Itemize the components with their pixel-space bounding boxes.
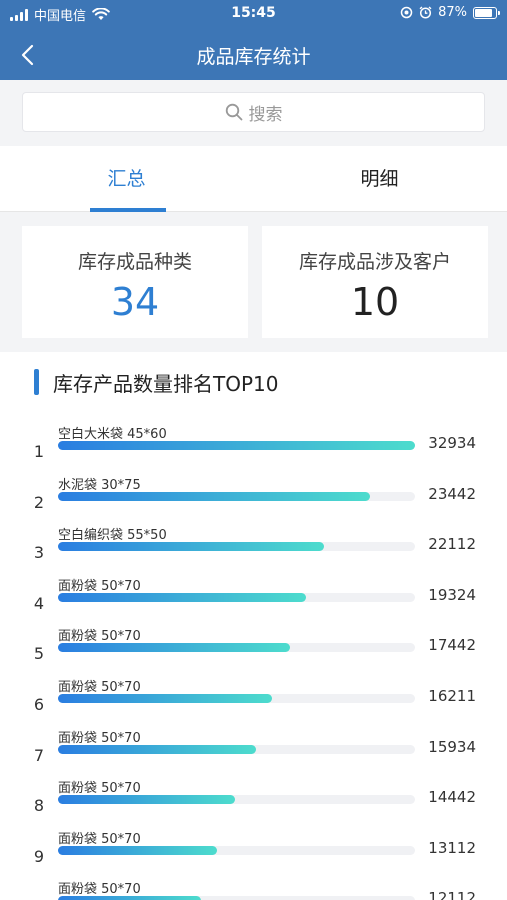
ranking-section: 库存产品数量排名TOP10 1 空白大米袋 45*60 32934 2 水泥袋 30*7… xyxy=(0,352,507,900)
ranking-row[interactable]: 3 空白编织袋 55*50 22112 xyxy=(0,524,507,574)
quantity-value: 17442 xyxy=(428,636,476,655)
product-name: 水泥袋 30*75 xyxy=(58,477,141,493)
chevron-left-icon[interactable] xyxy=(14,40,44,70)
product-name: 空白大米袋 45*60 xyxy=(58,427,167,442)
product-name: 空白编织袋 55*50 xyxy=(58,528,167,544)
orientation-lock-icon xyxy=(400,6,413,19)
tab-detail[interactable]: 明细 xyxy=(360,168,399,190)
quantity-bar-track xyxy=(58,845,415,855)
ranking-row[interactable]: 6 面粉袋 50*70 16211 xyxy=(0,676,507,726)
ranking-row[interactable]: 7 面粉袋 50*70 15934 xyxy=(0,727,507,777)
quantity-bar xyxy=(58,795,235,805)
rank-number: 7 xyxy=(33,745,44,765)
quantity-bar xyxy=(58,592,307,602)
section-marker xyxy=(34,369,39,395)
ranking-row[interactable]: 4 面粉袋 50*70 19324 xyxy=(0,575,507,625)
rank-number: 5 xyxy=(33,644,44,664)
battery-icon xyxy=(473,6,500,19)
rank-number: 4 xyxy=(33,593,44,613)
ranking-row[interactable]: 10 面粉袋 50*70 12112 xyxy=(0,878,507,900)
tab-summary[interactable]: 汇总 xyxy=(107,168,146,190)
quantity-bar-track xyxy=(58,441,415,450)
quantity-bar-track xyxy=(58,592,415,602)
battery-percent: 87% xyxy=(438,5,467,20)
ranking-title: 库存产品数量排名TOP10 xyxy=(53,371,279,396)
quantity-value: 14442 xyxy=(428,788,476,807)
rank-number: 9 xyxy=(33,846,44,866)
quantity-bar-track xyxy=(58,896,415,900)
tab-bar: 汇总 明细 xyxy=(0,146,507,212)
quantity-bar xyxy=(58,694,273,703)
ranking-row[interactable]: 8 面粉袋 50*70 14442 xyxy=(0,777,507,827)
status-bar: 中国电信 15:45 87% xyxy=(0,0,507,30)
product-name: 面粉袋 50*70 xyxy=(58,680,141,695)
product-name: 面粉袋 50*70 xyxy=(58,882,141,898)
ranking-row[interactable]: 2 水泥袋 30*75 23442 xyxy=(0,474,507,524)
quantity-value: 12112 xyxy=(428,889,476,900)
ranking-row[interactable]: 1 空白大米袋 45*60 32934 xyxy=(0,423,507,473)
product-name: 面粉袋 50*70 xyxy=(58,629,141,645)
quantity-value: 16211 xyxy=(428,687,476,705)
stat-label: 库存成品种类 xyxy=(77,251,192,273)
quantity-bar-track xyxy=(58,542,415,552)
quantity-bar-track xyxy=(58,744,415,754)
quantity-bar xyxy=(58,491,371,501)
page-title: 成品库存统计 xyxy=(196,46,311,68)
product-name: 面粉袋 50*70 xyxy=(58,781,141,797)
search-input[interactable]: 搜索 xyxy=(22,92,485,132)
rank-number: 8 xyxy=(33,796,44,816)
stat-value: 34 xyxy=(110,280,160,324)
quantity-value: 23442 xyxy=(428,484,476,503)
signal-icon xyxy=(10,8,28,21)
product-name: 面粉袋 50*70 xyxy=(58,831,141,847)
search-section: 搜索 xyxy=(0,80,507,146)
carrier-label: 中国电信 xyxy=(34,9,87,24)
stat-label: 库存成品涉及客户 xyxy=(298,251,451,273)
stat-value: 10 xyxy=(350,280,400,324)
search-placeholder: 搜索 xyxy=(248,104,283,125)
quantity-value: 22112 xyxy=(428,535,476,554)
rank-number: 6 xyxy=(33,695,44,714)
quantity-bar xyxy=(58,441,415,450)
quantity-bar xyxy=(58,744,257,754)
alarm-clock-icon xyxy=(419,6,432,19)
quantity-bar xyxy=(58,643,291,653)
rank-number: 10 xyxy=(20,897,44,900)
quantity-bar xyxy=(58,542,324,552)
ranking-header: 库存产品数量排名TOP10 xyxy=(34,368,278,396)
rank-number: 1 xyxy=(33,442,44,461)
rank-number: 2 xyxy=(33,492,44,512)
search-icon xyxy=(225,103,242,121)
quantity-bar-track xyxy=(58,795,415,805)
quantity-bar-track xyxy=(58,694,415,703)
quantity-value: 15934 xyxy=(428,737,476,756)
status-right: 87% xyxy=(400,5,500,20)
quantity-bar-track xyxy=(58,643,415,653)
product-name: 面粉袋 50*70 xyxy=(58,578,141,594)
stat-card-product-types: 库存成品种类 34 xyxy=(22,226,248,338)
quantity-bar xyxy=(58,845,217,855)
clock: 15:45 xyxy=(231,5,276,21)
quantity-value: 19324 xyxy=(428,585,476,604)
app-header: 中国电信 15:45 87% xyxy=(0,0,507,80)
quantity-value: 32934 xyxy=(428,434,476,452)
wifi-icon xyxy=(92,8,110,20)
ranking-row[interactable]: 5 面粉袋 50*70 17442 xyxy=(0,625,507,675)
status-left: 中国电信 xyxy=(10,5,110,24)
quantity-bar xyxy=(58,896,201,900)
nav-bar: 成品库存统计 xyxy=(0,30,507,80)
active-tab-indicator xyxy=(90,208,166,212)
product-name: 面粉袋 50*70 xyxy=(58,730,141,746)
stat-card-customers: 库存成品涉及客户 10 xyxy=(262,226,488,338)
rank-number: 3 xyxy=(33,543,44,563)
quantity-bar-track xyxy=(58,491,415,501)
quantity-value: 13112 xyxy=(428,838,476,857)
ranking-row[interactable]: 9 面粉袋 50*70 13112 xyxy=(0,828,507,878)
